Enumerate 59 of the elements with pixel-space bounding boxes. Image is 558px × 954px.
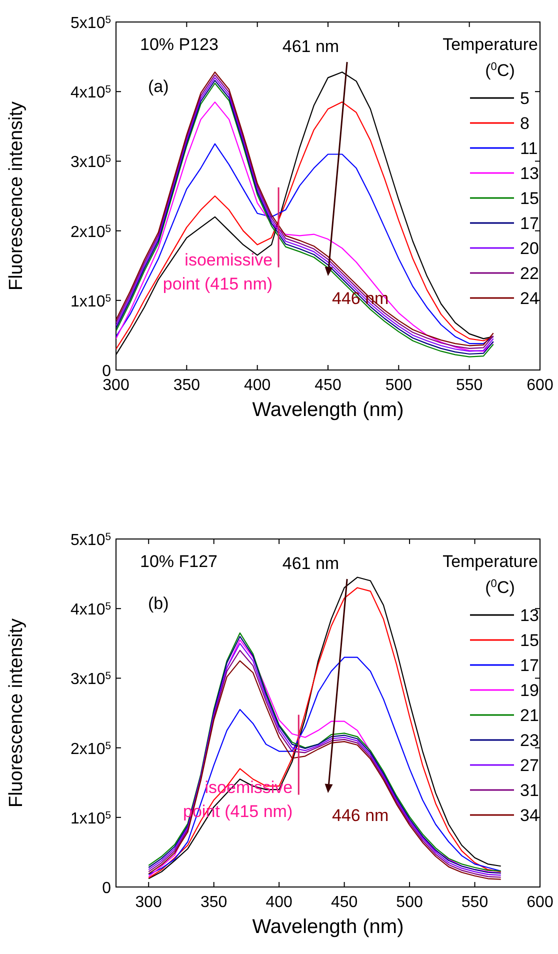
y-tick-label: 4x10$^{5}$ bbox=[70, 84, 112, 102]
legend-label: 22 bbox=[520, 264, 539, 283]
y-tick-label: 1x10$^{5}$ bbox=[70, 292, 112, 310]
x-axis-title: Wavelength (nm) bbox=[252, 916, 404, 938]
line-series bbox=[116, 143, 494, 344]
x-tick-label: 550 bbox=[456, 377, 483, 394]
annotation: isoemissive point (415 nm) bbox=[162, 250, 273, 294]
annotation: (b) bbox=[148, 594, 169, 613]
legend-label: 11 bbox=[520, 139, 538, 158]
x-tick-label: 550 bbox=[461, 894, 488, 911]
legend-label: 17 bbox=[520, 656, 539, 675]
legend-label: 31 bbox=[520, 781, 539, 800]
y-tick-label: 2x10$^{5}$ bbox=[70, 223, 112, 241]
legend-label: 34 bbox=[520, 806, 539, 825]
annotation: 461 nm bbox=[282, 37, 340, 56]
y-tick-label: 0 bbox=[102, 363, 112, 380]
x-tick-label: 450 bbox=[330, 894, 358, 911]
y-tick-label: 3x10$^{5}$ bbox=[70, 154, 112, 172]
x-tick-label: 600 bbox=[526, 894, 554, 911]
x-tick-label: 400 bbox=[266, 894, 293, 911]
y-tick-label: 3x10$^{5}$ bbox=[70, 670, 112, 688]
legend-label: 8 bbox=[520, 114, 530, 133]
y-tick-label: 5x10$^{5}$ bbox=[70, 14, 112, 32]
y-axis-title: Fluorescence intensity bbox=[6, 100, 27, 291]
legend-label: 13 bbox=[520, 606, 539, 625]
y-tick-label: 4x10$^{5}$ bbox=[70, 601, 112, 619]
annotation: 10% F127 bbox=[140, 552, 218, 571]
x-tick-label: 500 bbox=[396, 894, 423, 911]
legend-label: 24 bbox=[520, 289, 539, 308]
legend-label: 20 bbox=[520, 239, 539, 258]
annotation: 10% P123 bbox=[140, 35, 218, 54]
legend-label: 23 bbox=[520, 731, 539, 750]
y-tick-label: 2x10$^{5}$ bbox=[70, 740, 112, 758]
x-tick-label: 300 bbox=[135, 894, 162, 911]
legend-label: 15 bbox=[520, 189, 539, 208]
x-tick-label: 600 bbox=[526, 377, 554, 394]
y-tick-label: 0 bbox=[102, 880, 112, 897]
legend-label: 19 bbox=[520, 681, 539, 700]
y-tick-label: 1x10$^{5}$ bbox=[70, 810, 112, 828]
legend-label: 27 bbox=[520, 756, 539, 775]
x-tick-label: 500 bbox=[385, 377, 412, 394]
y-axis-title: Fluorescence intensity bbox=[6, 618, 27, 808]
y-tick-label: 5x10$^{5}$ bbox=[70, 532, 112, 549]
legend-title: Temperature ($^{0}$C) bbox=[442, 552, 538, 597]
annotation: (a) bbox=[148, 77, 169, 96]
legend-label: 13 bbox=[520, 164, 539, 183]
legend-label: 5 bbox=[520, 89, 530, 108]
x-axis-title: Wavelength (nm) bbox=[252, 399, 404, 421]
x-tick-label: 450 bbox=[314, 377, 342, 394]
legend-label: 15 bbox=[520, 631, 539, 650]
annotation: 446 nm bbox=[332, 806, 389, 826]
x-tick-label: 350 bbox=[173, 377, 200, 394]
annotation: 461 nm bbox=[282, 554, 340, 573]
x-tick-label: 300 bbox=[102, 377, 130, 394]
x-tick-label: 350 bbox=[200, 894, 228, 911]
x-tick-label: 400 bbox=[244, 377, 271, 394]
legend-label: 17 bbox=[520, 214, 539, 233]
legend-label: 21 bbox=[520, 706, 539, 725]
legend-title: Temperature ($^{0}$C) bbox=[442, 35, 538, 80]
